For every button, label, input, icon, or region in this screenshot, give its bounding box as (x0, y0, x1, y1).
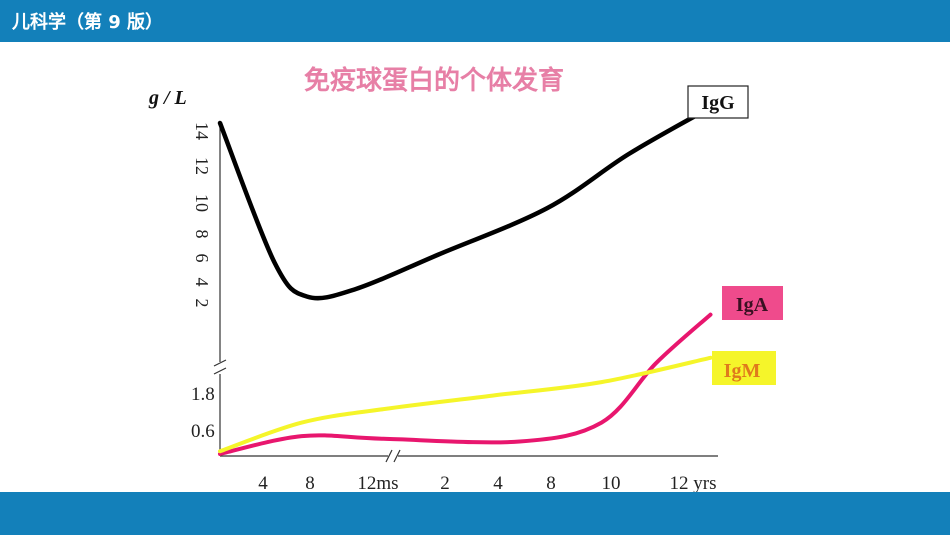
y-axis-label: g / L (148, 87, 187, 109)
slide-title: 免疫球蛋白的个体发育 (304, 66, 565, 96)
y-tick-label-lower: 1.8 (191, 384, 215, 405)
book-title: 儿科学（第 9 版） (12, 12, 164, 33)
y-tick-label: 12 (192, 157, 212, 175)
x-tick-label: 2 (440, 473, 450, 494)
y-tick-label: 2 (192, 299, 212, 308)
series-line-igm (218, 355, 713, 454)
igg-label: IgG (701, 92, 735, 114)
iga-label: IgA (736, 294, 769, 316)
iga-label-box (722, 286, 783, 320)
igm-label-box (712, 351, 776, 385)
igg-label-box (687, 85, 749, 119)
x-tick-label: 8 (305, 473, 315, 494)
y-tick-label: 10 (192, 194, 212, 212)
y-axis-break-mark (213, 359, 227, 375)
x-tick-label: 4 (493, 473, 503, 494)
y-tick-label: 14 (192, 122, 212, 140)
y-tick-label: 4 (192, 278, 212, 287)
series-line-igg (217, 105, 713, 301)
x-tick-label: 12 yrs (670, 473, 717, 494)
y-tick-label-lower: 0.6 (191, 421, 215, 442)
igm-label: IgM (724, 360, 761, 382)
header-bar: 儿科学（第 9 版） (0, 0, 950, 42)
x-axis-break-mark (385, 449, 401, 463)
footer-bar (0, 492, 950, 535)
series-line-iga (218, 312, 713, 456)
x-tick-label: 10 (602, 473, 621, 494)
y-tick-label: 8 (192, 230, 212, 239)
y-tick-label: 6 (192, 254, 212, 263)
x-tick-label: 12ms (357, 473, 398, 494)
x-tick-label: 4 (258, 473, 268, 494)
x-tick-label: 8 (546, 473, 556, 494)
